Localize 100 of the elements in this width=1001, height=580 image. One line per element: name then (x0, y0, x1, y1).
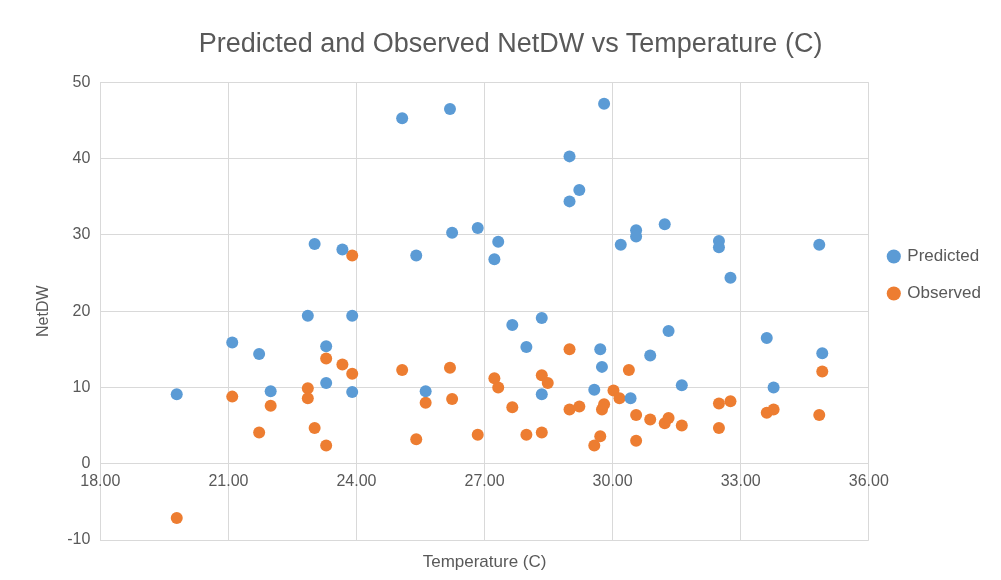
point (541, 376, 554, 389)
y-tick-label: -10 (67, 530, 91, 548)
point (675, 419, 688, 432)
point (253, 347, 266, 360)
point (446, 226, 459, 239)
point (573, 400, 586, 413)
point (563, 150, 576, 163)
point (813, 408, 826, 421)
point (767, 403, 780, 416)
point (443, 103, 456, 116)
point (760, 331, 773, 344)
point (724, 271, 737, 284)
point (573, 183, 586, 196)
point (336, 358, 349, 371)
y-tick-label: 10 (72, 377, 91, 395)
legend-label: Observed (907, 283, 981, 303)
point (226, 336, 239, 349)
point (346, 386, 359, 399)
x-tick-label: 33.00 (720, 471, 761, 489)
chart-title: Predicted and Observed NetDW vs Temperature (C) (198, 27, 823, 58)
point (644, 349, 657, 362)
point (520, 341, 533, 354)
x-tick-label: 30.00 (592, 471, 633, 489)
point (410, 433, 423, 446)
point (675, 379, 688, 392)
y-tick-label: 40 (72, 149, 91, 167)
point (488, 372, 501, 385)
point (446, 392, 459, 405)
point (630, 408, 643, 421)
x-tick-label: 18.00 (80, 471, 121, 489)
point (492, 235, 505, 248)
point (301, 392, 314, 405)
x-tick-label: 36.00 (848, 471, 889, 489)
point (658, 218, 671, 231)
point (712, 397, 725, 410)
point (622, 363, 635, 376)
point (662, 411, 675, 424)
point (594, 343, 607, 356)
point (471, 428, 484, 441)
y-tick-label: 0 (81, 454, 91, 472)
point (595, 360, 608, 373)
point (443, 361, 456, 374)
point (614, 238, 627, 251)
point (624, 392, 637, 405)
point (662, 325, 675, 338)
x-tick-label: 21.00 (208, 471, 249, 489)
point (613, 392, 626, 405)
point (320, 352, 333, 365)
point (506, 401, 519, 414)
point (396, 363, 409, 376)
x-axis-title: Temperature (C) (422, 551, 547, 571)
x-tick-label: 27.00 (464, 471, 505, 489)
point (563, 195, 576, 208)
point (308, 238, 321, 251)
point (598, 97, 611, 110)
point (767, 381, 780, 394)
point (816, 347, 829, 360)
point (813, 238, 826, 251)
point (336, 243, 349, 256)
point (471, 222, 484, 235)
point (520, 428, 533, 441)
point (588, 383, 601, 396)
point (419, 396, 432, 409)
legend-label: Predicted (907, 246, 980, 266)
point (535, 426, 548, 439)
point (226, 390, 239, 403)
point (346, 249, 359, 262)
point (264, 399, 277, 412)
point (170, 511, 183, 524)
point (535, 388, 548, 401)
point (396, 112, 409, 125)
y-tick-label: 50 (72, 72, 91, 90)
point (346, 367, 359, 380)
point (410, 249, 423, 262)
point (320, 340, 333, 353)
point (308, 421, 321, 434)
point (563, 403, 576, 416)
point (346, 309, 359, 322)
point (264, 385, 277, 398)
point (594, 430, 607, 443)
point (488, 253, 501, 266)
y-tick-label: 20 (72, 301, 91, 319)
point (419, 385, 432, 398)
point (563, 343, 576, 356)
point (724, 395, 737, 408)
point (816, 365, 829, 378)
point (301, 309, 314, 322)
point (253, 426, 266, 439)
y-tick-label: 30 (72, 225, 91, 243)
point (644, 413, 657, 426)
y-axis-title: NetDW (34, 284, 52, 337)
x-tick-label: 24.00 (336, 471, 377, 489)
point (320, 376, 333, 389)
point (506, 318, 519, 331)
point (630, 434, 643, 447)
point (320, 439, 333, 452)
point (170, 388, 183, 401)
point (492, 381, 505, 394)
point (535, 312, 548, 325)
point (588, 439, 601, 452)
